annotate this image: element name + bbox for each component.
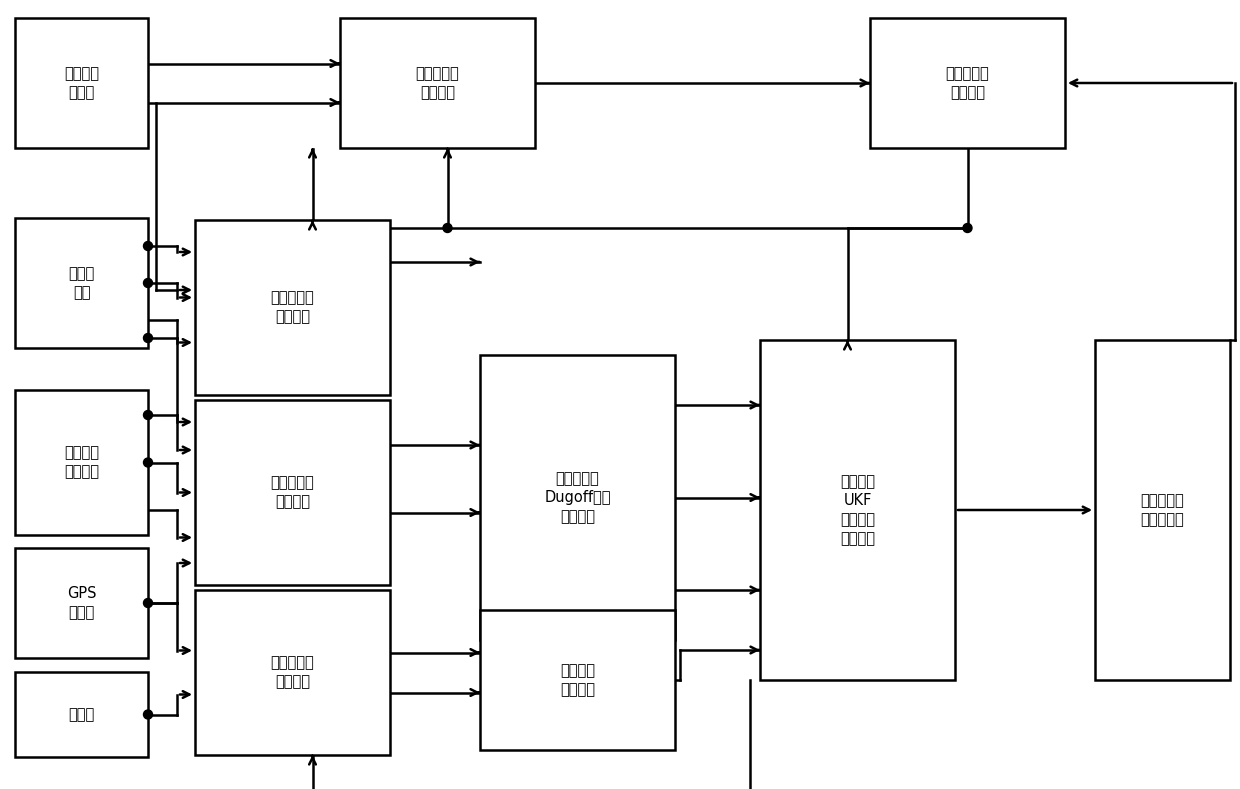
Circle shape xyxy=(144,241,153,250)
Text: 转向盘转
角传感器: 转向盘转 角传感器 xyxy=(64,446,99,480)
Circle shape xyxy=(144,334,153,342)
Bar xyxy=(760,340,955,680)
Bar xyxy=(480,355,675,640)
Text: 轮速传
感器: 轮速传 感器 xyxy=(68,266,94,300)
Circle shape xyxy=(144,710,153,719)
Text: 渐消记忆
UKF
参数估计
算法模块: 渐消记忆 UKF 参数估计 算法模块 xyxy=(839,473,875,546)
Text: GPS
车速计: GPS 车速计 xyxy=(67,586,97,620)
Bar xyxy=(195,220,391,395)
Circle shape xyxy=(963,223,972,233)
Text: 车轮纵侧向
力计算模块: 车轮纵侧向 力计算模块 xyxy=(1141,493,1184,527)
Bar xyxy=(1095,340,1230,680)
Bar xyxy=(870,18,1065,148)
Bar xyxy=(340,18,534,148)
Bar xyxy=(15,390,148,535)
Bar xyxy=(15,18,148,148)
Text: 空气阻力
计算模块: 空气阻力 计算模块 xyxy=(560,663,595,697)
Bar xyxy=(480,610,675,750)
Circle shape xyxy=(144,599,153,608)
Circle shape xyxy=(144,410,153,420)
Text: 驱动力矩
传感器: 驱动力矩 传感器 xyxy=(64,66,99,100)
Text: 变形处理的
Dugoff轮胎
模型模块: 变形处理的 Dugoff轮胎 模型模块 xyxy=(544,471,611,524)
Text: 陀螺仪: 陀螺仪 xyxy=(68,707,94,722)
Circle shape xyxy=(443,223,453,233)
Text: 车轮侧偏角
计算模块: 车轮侧偏角 计算模块 xyxy=(270,476,315,510)
Text: 车轮滑转率
计算模块: 车轮滑转率 计算模块 xyxy=(270,290,315,324)
Bar xyxy=(15,218,148,348)
Circle shape xyxy=(144,458,153,467)
Text: 纵向力反馈
修正模块: 纵向力反馈 修正模块 xyxy=(946,66,990,100)
Bar xyxy=(15,672,148,757)
Bar xyxy=(195,400,391,585)
Text: 车轮垂向力
计算模块: 车轮垂向力 计算模块 xyxy=(270,656,315,690)
Text: 车轮旋转动
力学模块: 车轮旋转动 力学模块 xyxy=(415,66,459,100)
Bar xyxy=(195,590,391,755)
Circle shape xyxy=(144,279,153,287)
Bar xyxy=(15,548,148,658)
